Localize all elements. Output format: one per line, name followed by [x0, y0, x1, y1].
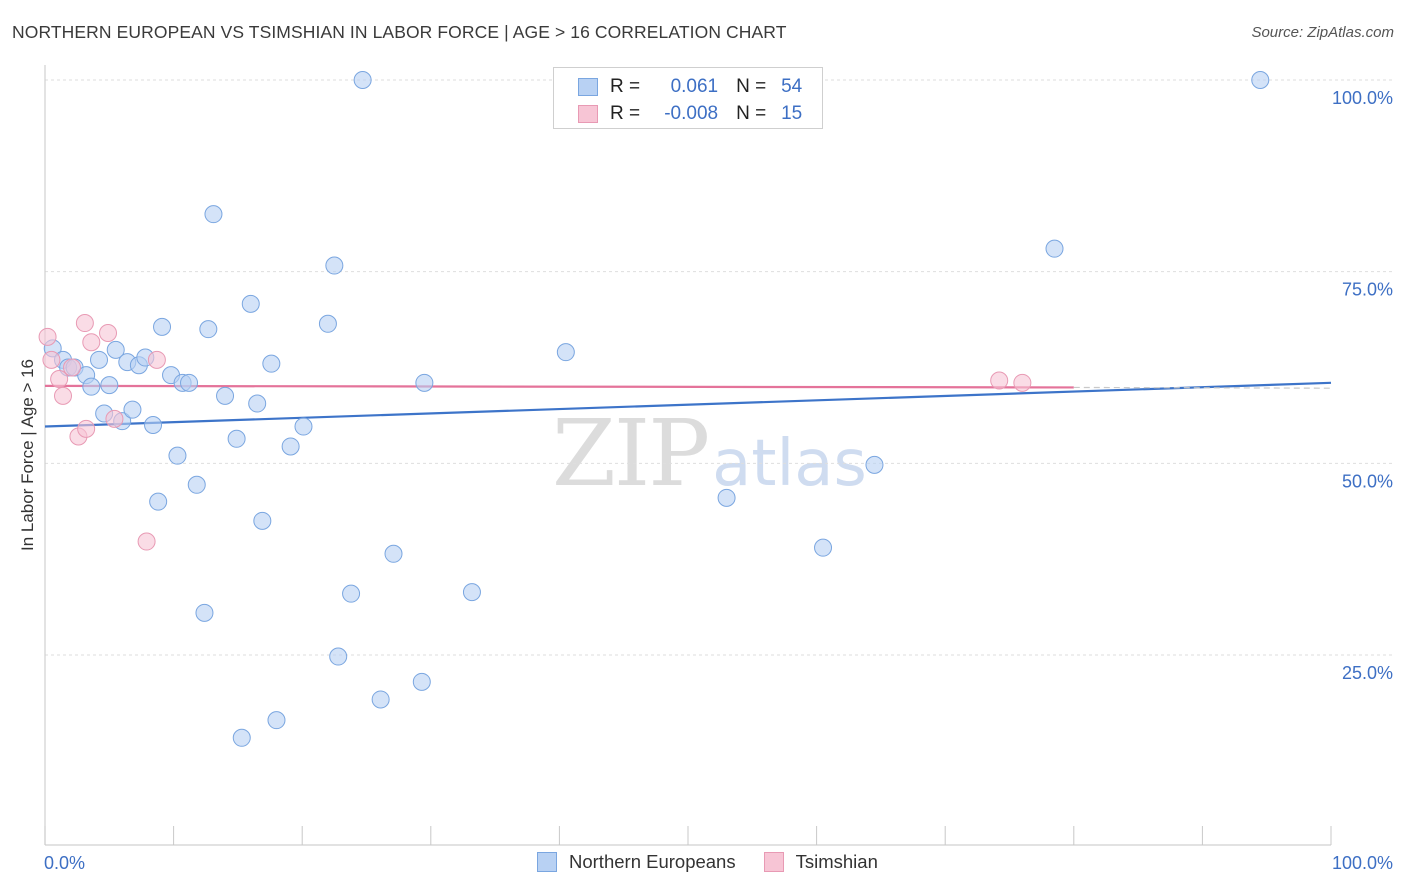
watermark-zip: ZIP: [552, 400, 710, 507]
point-northern-europeans: [814, 538, 833, 557]
point-northern-europeans: [168, 446, 187, 465]
source-label: Source: ZipAtlas.com: [1251, 24, 1394, 41]
point-northern-europeans: [180, 373, 199, 392]
point-northern-europeans: [415, 373, 434, 392]
point-tsimshian: [38, 327, 57, 346]
point-tsimshian: [75, 314, 94, 333]
point-tsimshian: [82, 333, 101, 352]
point-northern-europeans: [90, 350, 109, 369]
point-northern-europeans: [227, 429, 246, 448]
chart-title: NORTHERN EUROPEAN VS TSIMSHIAN IN LABOR …: [12, 22, 787, 42]
point-northern-europeans: [294, 417, 313, 436]
point-northern-europeans: [371, 690, 390, 709]
x-tick-label: 100.0%: [1332, 853, 1393, 873]
series-legend-northern-europeans[interactable]: Northern Europeans: [537, 851, 736, 873]
point-northern-europeans: [267, 711, 286, 730]
point-tsimshian: [990, 371, 1009, 390]
point-northern-europeans: [329, 647, 348, 666]
point-tsimshian: [50, 370, 69, 388]
point-northern-europeans: [232, 728, 251, 747]
point-tsimshian: [105, 409, 124, 428]
trend-lines: [44, 381, 1332, 428]
legend-row-northern-europeans: R = 0.061 N = 54: [578, 75, 802, 99]
tick-labels: 25.0% 50.0% 75.0% 100.0% 0.0% 100.0%: [44, 88, 1393, 873]
point-northern-europeans: [106, 340, 125, 359]
point-northern-europeans: [462, 583, 481, 602]
series-legend: Northern Europeans Tsimshian: [537, 851, 906, 873]
y-tick-label: 100.0%: [1332, 88, 1393, 108]
series-legend-tsimshian[interactable]: Tsimshian: [763, 851, 878, 873]
point-tsimshian: [54, 386, 73, 405]
point-tsimshian: [99, 324, 118, 342]
legend-swatch-pink: [578, 105, 598, 123]
point-northern-europeans: [199, 320, 218, 339]
point-northern-europeans: [253, 511, 272, 530]
point-northern-europeans: [353, 71, 372, 89]
point-northern-europeans: [325, 256, 344, 275]
series-legend-label: Tsimshian: [795, 851, 878, 872]
point-northern-europeans: [195, 603, 214, 622]
trend-line-extension: [1073, 386, 1332, 389]
point-northern-europeans: [204, 205, 223, 224]
point-northern-europeans: [1045, 239, 1064, 258]
legend-r-value: 0.061: [670, 76, 719, 97]
point-northern-europeans: [281, 437, 300, 456]
series-swatch-blue: [537, 852, 557, 872]
trend-line-northern-europeans: [44, 381, 1332, 428]
point-northern-europeans: [123, 400, 142, 419]
point-northern-europeans: [1251, 71, 1270, 89]
point-northern-europeans: [100, 376, 119, 395]
legend-r-label: R =: [610, 103, 641, 124]
trend-line-tsimshian: [44, 384, 1074, 389]
y-tick-label: 25.0%: [1342, 663, 1393, 683]
point-tsimshian: [147, 350, 166, 369]
point-northern-europeans: [144, 416, 163, 434]
series-swatch-pink: [763, 852, 784, 872]
legend-n-label: N =: [736, 103, 767, 124]
point-northern-europeans: [717, 488, 736, 507]
watermark: ZIPatlas: [552, 400, 867, 507]
legend-n-value: 54: [781, 76, 803, 97]
legend-swatch-blue: [578, 78, 598, 96]
data-points: [38, 71, 1270, 747]
point-northern-europeans: [241, 294, 260, 313]
point-northern-europeans: [865, 455, 884, 474]
point-tsimshian: [42, 350, 61, 369]
correlation-legend: R = 0.061 N = 54 R = -0.008 N = 15: [553, 67, 823, 129]
point-northern-europeans: [149, 492, 168, 511]
legend-r-value: -0.008: [664, 103, 719, 124]
x-tick-label: 0.0%: [44, 853, 85, 873]
point-northern-europeans: [556, 343, 575, 362]
point-northern-europeans: [384, 544, 403, 563]
series-legend-label: Northern Europeans: [569, 851, 736, 872]
y-tick-label: 75.0%: [1342, 280, 1393, 300]
point-northern-europeans: [342, 584, 361, 603]
point-tsimshian: [137, 532, 156, 551]
point-northern-europeans: [187, 475, 206, 494]
point-northern-europeans: [318, 314, 337, 333]
point-tsimshian: [77, 419, 96, 438]
point-northern-europeans: [82, 377, 101, 396]
point-tsimshian: [63, 358, 82, 377]
point-northern-europeans: [262, 354, 281, 373]
point-northern-europeans: [248, 394, 267, 413]
axes: [44, 65, 1332, 846]
point-northern-europeans: [412, 672, 431, 691]
watermark-atlas: atlas: [712, 427, 867, 501]
legend-r-label: R =: [610, 76, 641, 97]
point-northern-europeans: [216, 386, 235, 405]
y-tick-label: 50.0%: [1342, 471, 1393, 491]
legend-row-tsimshian: R = -0.008 N = 15: [578, 102, 802, 126]
point-tsimshian: [1013, 373, 1032, 392]
point-northern-europeans: [153, 317, 172, 336]
legend-n-value: 15: [781, 103, 803, 124]
grid-lines: [45, 79, 1392, 656]
legend-n-label: N =: [736, 76, 767, 97]
